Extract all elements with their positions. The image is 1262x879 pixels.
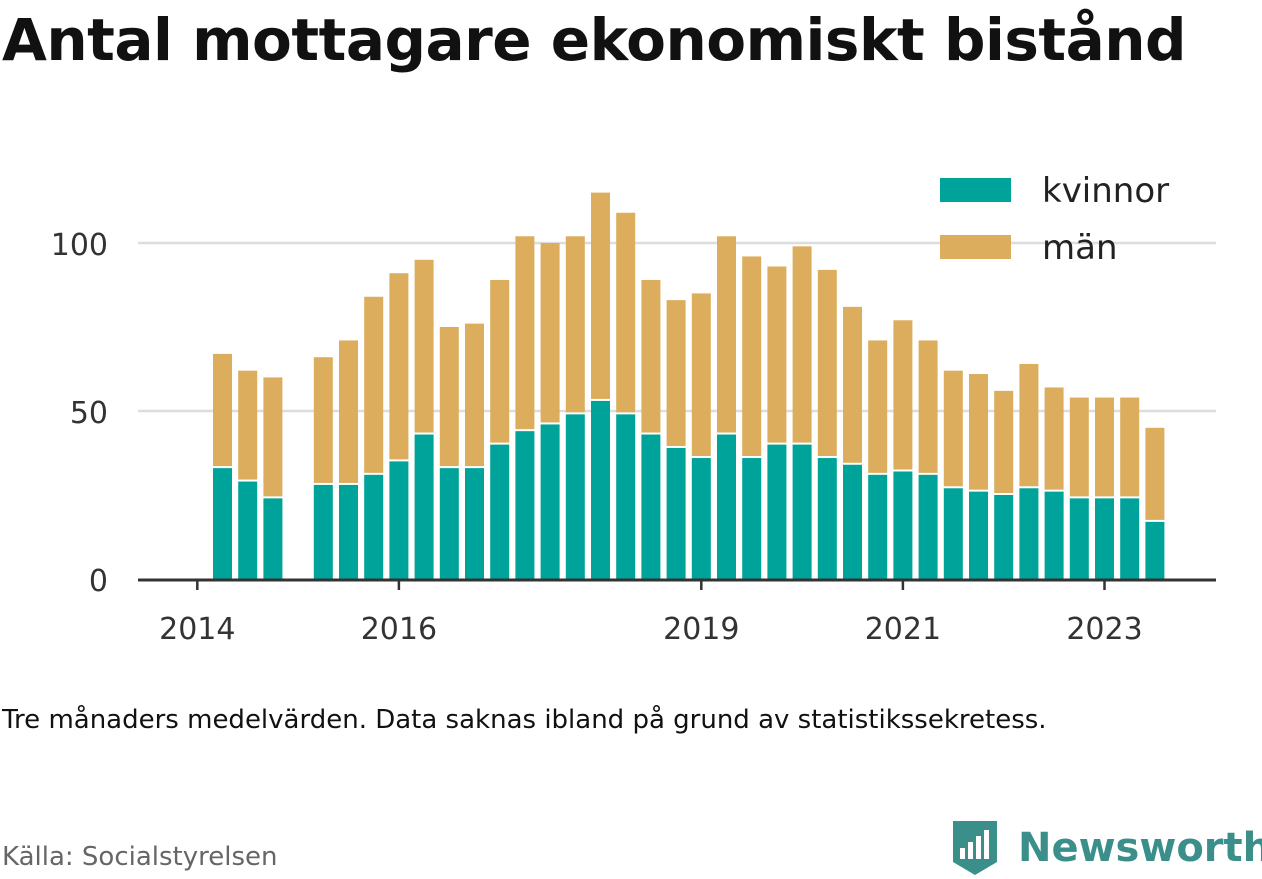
- bars: [213, 192, 1165, 579]
- bar-man: [868, 340, 888, 473]
- x-tick-label: 2023: [1066, 612, 1142, 647]
- bar-man: [767, 266, 787, 443]
- brand-logo[interactable]: Newsworthy: [950, 818, 1262, 878]
- bar-man: [918, 340, 938, 473]
- bar-kvinnor: [717, 434, 736, 579]
- bar-kvinnor: [1145, 521, 1165, 579]
- legend-swatch: [940, 178, 1011, 202]
- bar-kvinnor: [817, 458, 837, 579]
- bar-man: [1019, 363, 1039, 487]
- bar-kvinnor: [465, 468, 484, 579]
- bar-kvinnor: [868, 474, 888, 579]
- bar-kvinnor: [1019, 488, 1039, 579]
- x-ticks: 2014 2016 2019 2021 2023: [159, 580, 1143, 647]
- newsworthy-logo-icon: [953, 821, 997, 875]
- bar-man: [339, 340, 358, 483]
- bar-man: [591, 192, 610, 399]
- bar-kvinnor: [414, 434, 434, 579]
- bar-man: [1044, 387, 1064, 490]
- bar-kvinnor: [1095, 498, 1114, 579]
- bar-kvinnor: [742, 458, 762, 579]
- bar-kvinnor: [490, 444, 510, 579]
- bar-kvinnor: [1044, 491, 1064, 579]
- bar-kvinnor: [969, 491, 988, 579]
- bar-kvinnor: [691, 458, 711, 579]
- bar-kvinnor: [238, 481, 258, 579]
- bar-man: [1145, 427, 1165, 520]
- bar-man: [364, 296, 384, 473]
- bar-man: [313, 357, 333, 483]
- bar-kvinnor: [263, 498, 283, 579]
- bar-man: [389, 273, 409, 460]
- bar-kvinnor: [389, 461, 409, 579]
- bar-man: [817, 269, 837, 457]
- footnote: Tre månaders medelvärden. Data saknas ib…: [2, 705, 1047, 735]
- bar-man: [439, 327, 459, 467]
- bar-man: [742, 256, 762, 457]
- bar-kvinnor: [515, 431, 535, 579]
- legend-swatch: [940, 235, 1011, 259]
- bar-man: [1120, 397, 1140, 497]
- bar-kvinnor: [540, 424, 560, 579]
- source-text: Källa: Socialstyrelsen: [2, 842, 278, 872]
- y-tick-labels: 0 50 100: [51, 228, 108, 599]
- bar-man: [465, 323, 484, 467]
- bar-kvinnor: [364, 474, 384, 579]
- legend-label: kvinnor: [1042, 171, 1169, 211]
- bar-man: [969, 374, 988, 490]
- bar-kvinnor: [641, 434, 661, 579]
- bar-kvinnor: [565, 414, 585, 579]
- bar-kvinnor: [1069, 498, 1089, 579]
- bar-man: [641, 279, 661, 433]
- bar-man: [616, 212, 636, 413]
- bar-man: [490, 279, 510, 443]
- bar-kvinnor: [616, 414, 636, 579]
- bar-man: [515, 236, 535, 430]
- stacked-bar-chart: 2014 2016 2019 2021 2023 0 50 100 kvinnor män: [51, 171, 1216, 647]
- bar-man: [843, 306, 862, 463]
- bar-man: [238, 370, 258, 480]
- bar-man: [994, 390, 1014, 493]
- bar-man: [263, 377, 283, 497]
- bar-kvinnor: [843, 464, 862, 579]
- y-tick-label: 50: [70, 396, 108, 431]
- x-tick-label: 2014: [159, 612, 235, 647]
- y-tick-label: 100: [51, 228, 108, 263]
- x-tick-label: 2016: [361, 612, 437, 647]
- x-tick-label: 2019: [663, 612, 739, 647]
- bar-man: [213, 353, 232, 467]
- bar-kvinnor: [1120, 498, 1140, 579]
- bar-man: [943, 370, 963, 487]
- bar-man: [893, 320, 913, 470]
- bar-kvinnor: [918, 474, 938, 579]
- bar-kvinnor: [767, 444, 787, 579]
- bar-kvinnor: [994, 495, 1014, 579]
- bar-kvinnor: [439, 468, 459, 579]
- bar-kvinnor: [213, 468, 232, 579]
- y-tick-label: 0: [89, 564, 108, 599]
- bar-kvinnor: [591, 400, 610, 579]
- chart-title: Antal mottagare ekonomiskt bistånd: [2, 6, 1187, 74]
- bar-kvinnor: [313, 484, 333, 579]
- bar-man: [414, 259, 434, 433]
- bar-man: [1069, 397, 1089, 497]
- bar-man: [1095, 397, 1114, 497]
- bar-man: [666, 300, 686, 446]
- brand-name: Newsworthy: [1018, 825, 1262, 871]
- bar-man: [565, 236, 585, 413]
- bar-man: [691, 293, 711, 457]
- bar-kvinnor: [792, 444, 812, 579]
- legend: kvinnor män: [940, 171, 1169, 268]
- bar-kvinnor: [339, 484, 358, 579]
- bar-kvinnor: [666, 447, 686, 579]
- bar-kvinnor: [943, 488, 963, 579]
- legend-label: män: [1042, 228, 1118, 268]
- bar-man: [540, 243, 560, 423]
- bar-man: [717, 236, 736, 433]
- x-tick-label: 2021: [865, 612, 941, 647]
- bar-man: [792, 246, 812, 443]
- bar-kvinnor: [893, 471, 913, 579]
